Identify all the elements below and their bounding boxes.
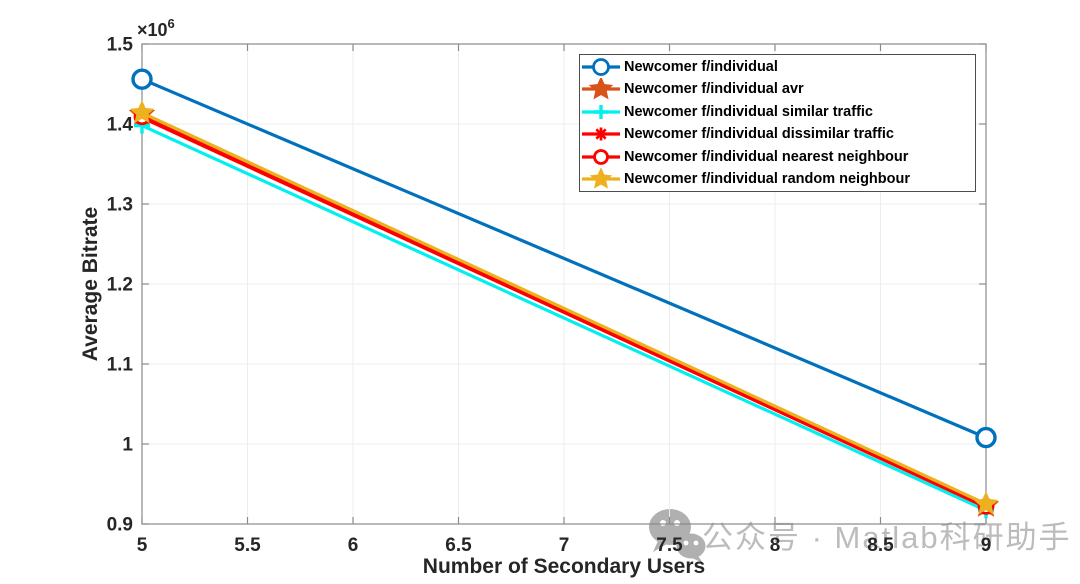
y-axis-title: Average Bitrate [79,207,102,361]
circle-marker [131,68,153,90]
y-tick-label: 1.1 [107,355,134,376]
circle-marker [592,57,610,76]
legend-item[interactable]: Newcomer f/individual random neighbour [580,168,975,190]
x-axis-title: Number of Secondary Users [423,555,705,578]
legend-marker-star [582,78,620,100]
series-5 [129,99,999,515]
y-tick-label: 0.9 [107,515,133,536]
x-tick-label: 6 [348,535,359,556]
axes-box [141,43,987,525]
x-tick-label: 6.5 [445,535,472,556]
x-tick-label: 8 [770,535,781,556]
y-tick-label: 1.3 [107,195,133,216]
legend-label: Newcomer f/individual dissimilar traffic [624,126,894,143]
y-tick-label: 1.5 [107,35,134,56]
x-tick-label: 7 [559,535,570,556]
legend-item[interactable]: Newcomer f/individual [580,56,975,78]
legend-marker-plus [582,104,620,119]
asterisk-marker [594,127,608,141]
legend-item[interactable]: Newcomer f/individual dissimilar traffic [580,123,975,145]
legend[interactable]: Newcomer f/individual Newcomer f/individu… [579,54,976,192]
legend-item[interactable]: Newcomer f/individual nearest neighbour [580,146,975,168]
star-marker [588,78,614,100]
legend-item[interactable]: Newcomer f/individual avr [580,78,975,100]
legend-label: Newcomer f/individual [624,58,778,75]
legend-label: Newcomer f/individual similar traffic [624,103,873,120]
legend-label: Newcomer f/individual avr [624,81,804,98]
star-marker [129,99,155,124]
x-tick-label: 5 [137,535,148,556]
watermark-text: 公众号 · Matlab科研助手 [702,520,1072,555]
y-axis-exponent: ×106 [137,16,175,40]
y-tick-label: 1.2 [107,275,133,296]
axis-labels: 5 5.5 6 6.5 7 7.5 8 8.5 9 0.9 1 1.1 1.2 1.3 1.4 1.5 Numb… [79,16,991,578]
x-tick-label: 9 [981,535,992,556]
wechat-icon [649,509,706,563]
y-tick-label: 1 [122,435,133,456]
legend-marker-circle [582,148,620,165]
series-0 [131,68,997,449]
star-marker [589,168,613,189]
legend-marker-asterisk [582,127,620,141]
legend-label: Newcomer f/individual random neighbour [624,171,910,188]
legend-marker-star [582,168,620,189]
legend-label: Newcomer f/individual nearest neighbour [624,148,909,165]
y-tick-label: 1.4 [107,115,134,136]
legend-marker-circle [582,57,620,76]
x-tick-label: 7.5 [656,535,683,556]
legend-item[interactable]: Newcomer f/individual similar traffic [580,101,975,123]
x-tick-label: 8.5 [867,535,894,556]
star-marker [973,491,999,515]
x-tick-label: 5.5 [234,535,261,556]
circle-marker [593,148,609,165]
plus-marker [594,104,608,119]
circle-marker [975,426,997,449]
